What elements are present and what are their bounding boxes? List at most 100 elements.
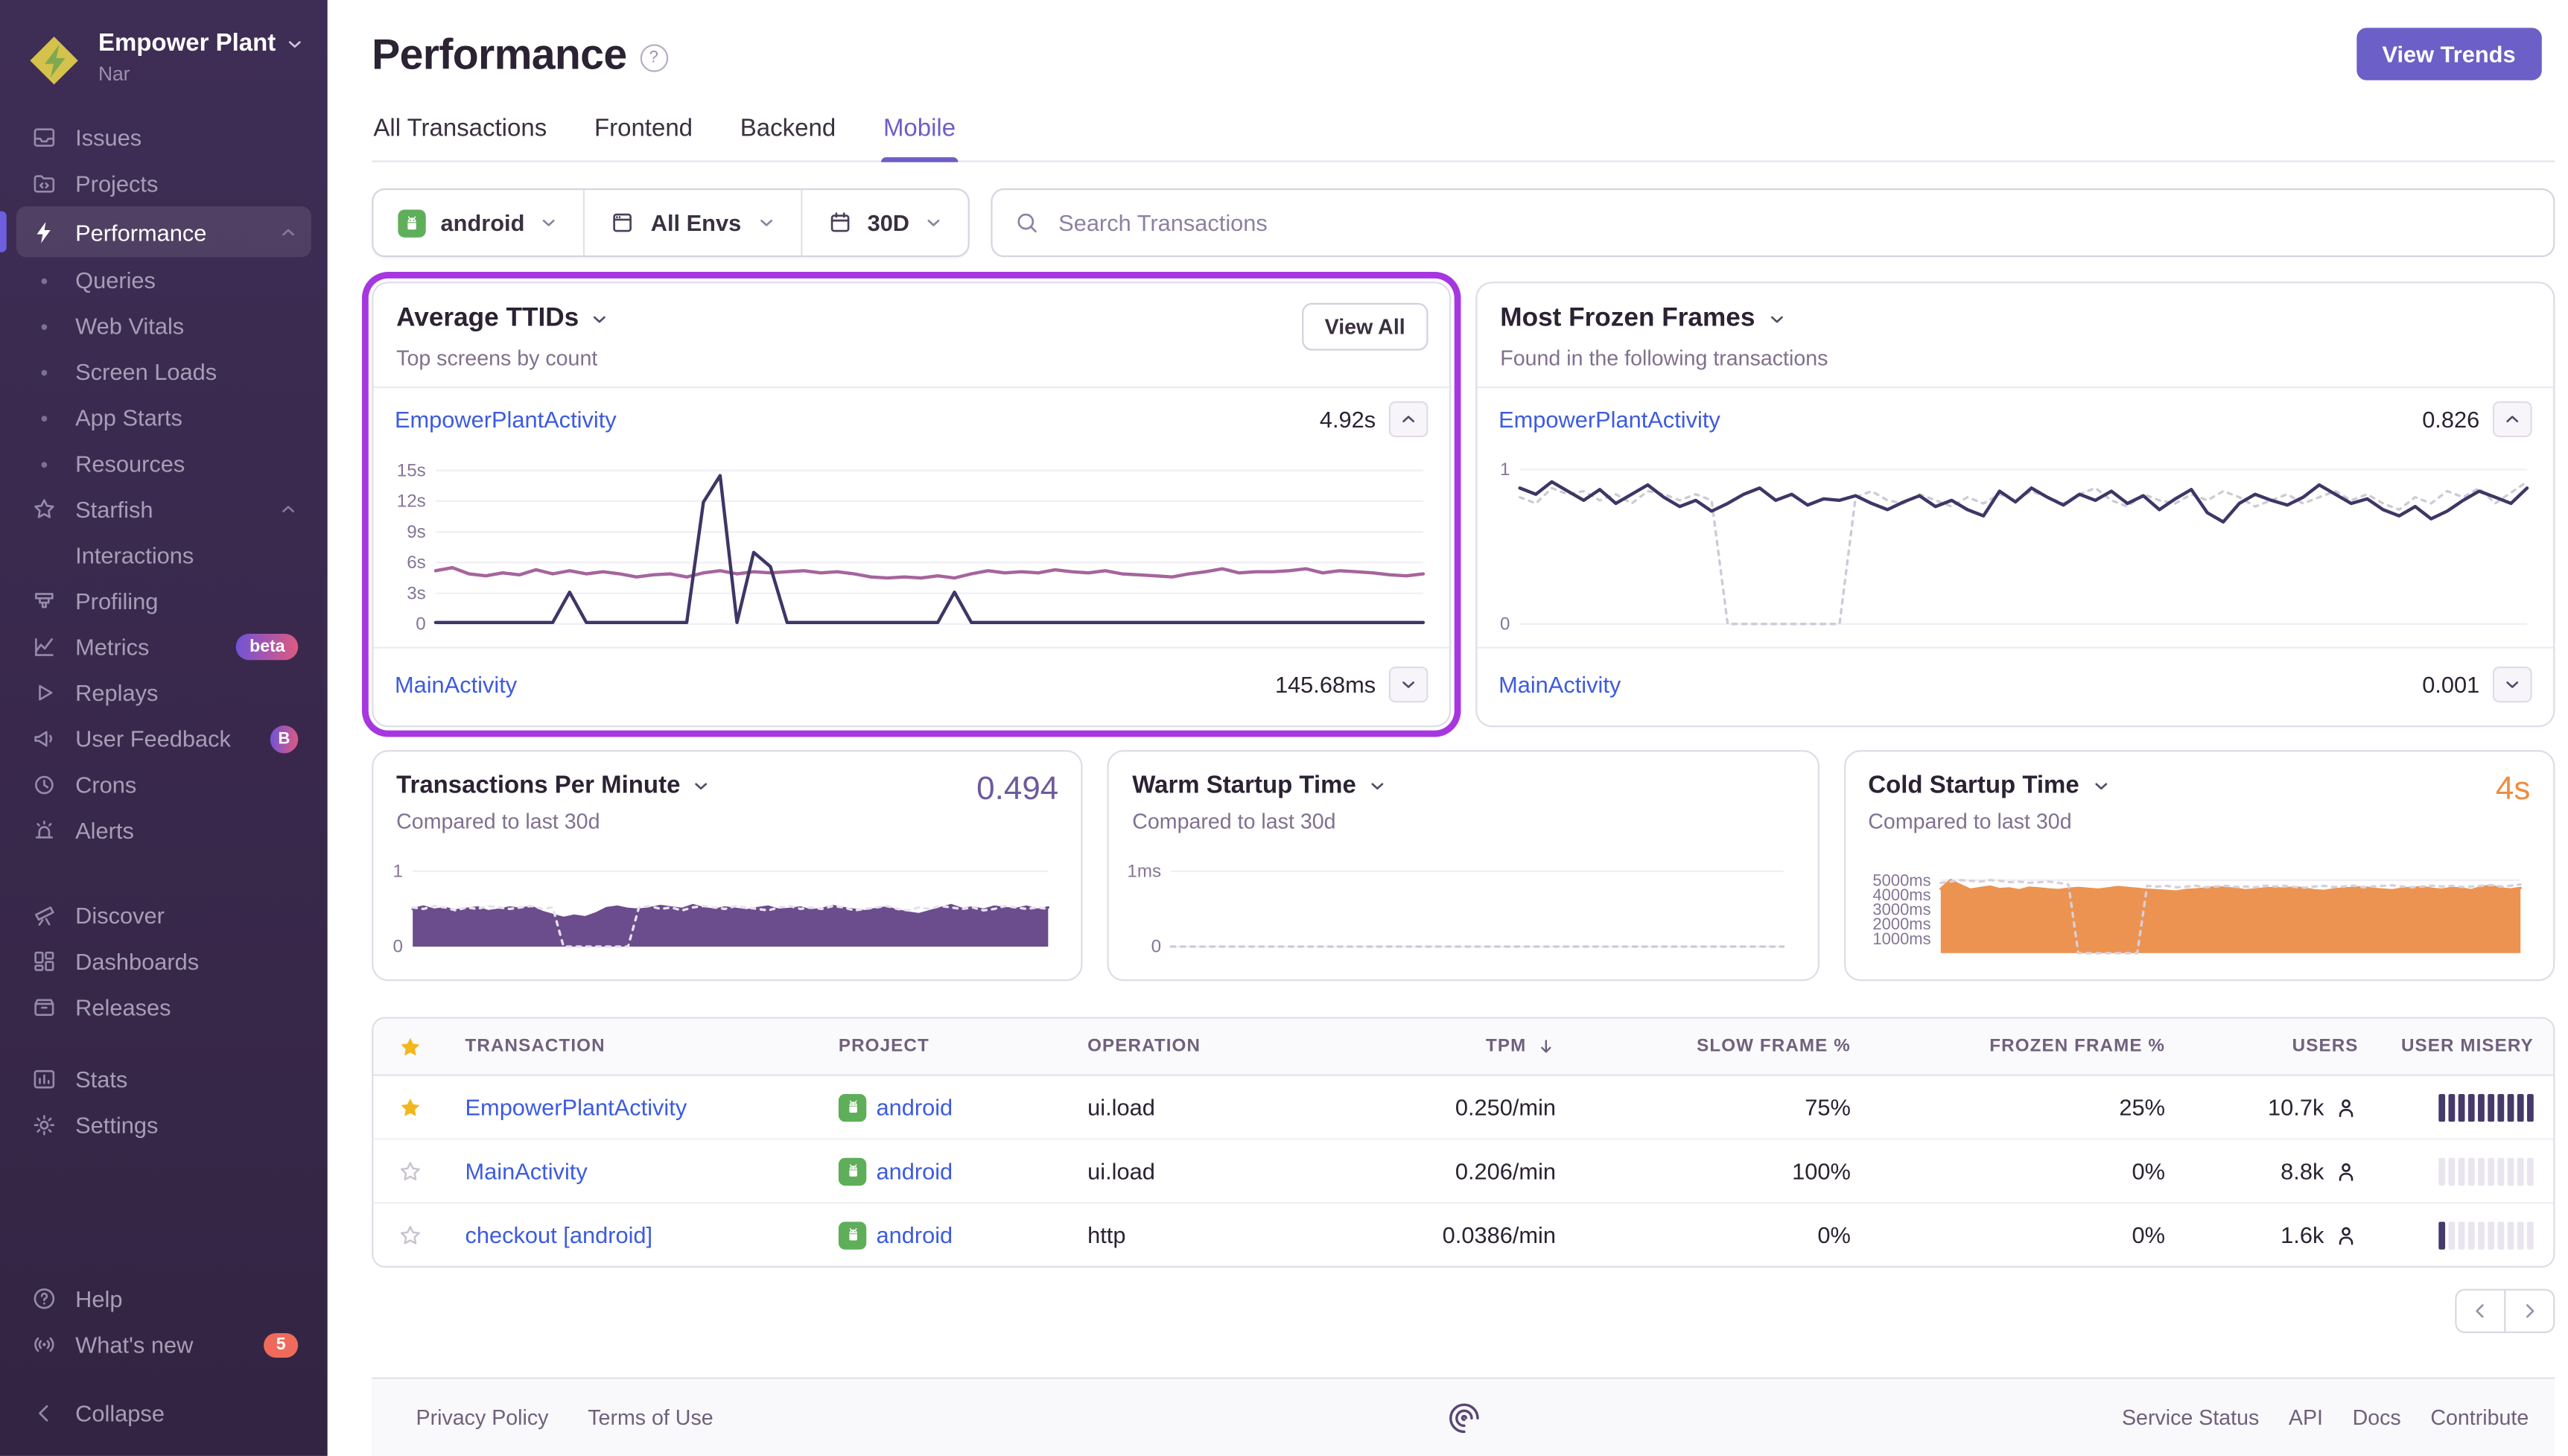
column-header-operation: OPERATION [1087, 1036, 1201, 1057]
sidebar-item-web-vitals[interactable]: • Web Vitals [16, 303, 311, 349]
transaction-link[interactable]: checkout [android] [465, 1221, 653, 1248]
tab-mobile[interactable]: Mobile [881, 115, 958, 162]
view-all-button[interactable]: View All [1301, 302, 1428, 351]
svg-text:0: 0 [1500, 614, 1510, 635]
footer-link-service-status[interactable]: Service Status [2121, 1405, 2260, 1430]
chevron-down-icon[interactable] [692, 775, 711, 795]
transaction-link[interactable]: EmpowerPlantActivity [394, 406, 617, 433]
help-icon [30, 1284, 60, 1314]
sidebar-item-collapse[interactable]: Collapse [16, 1390, 311, 1437]
sidebar-item-alerts[interactable]: Alerts [16, 807, 311, 853]
sidebar-item-app-starts[interactable]: • App Starts [16, 395, 311, 441]
lightning-icon [30, 217, 60, 247]
sidebar-item-what-s-new[interactable]: What's new 5 [16, 1322, 311, 1368]
next-page-button[interactable] [2504, 1288, 2555, 1333]
page-footer: Privacy Policy Terms of Use Service Statu… [372, 1377, 2555, 1456]
footer-link-docs[interactable]: Docs [2352, 1405, 2401, 1430]
svg-text:4000ms: 4000ms [1872, 886, 1930, 904]
chevron-up-icon[interactable] [2492, 401, 2532, 438]
chevron-down-icon[interactable] [1367, 775, 1387, 795]
sidebar-item-metrics[interactable]: Metrics beta [16, 624, 311, 670]
android-project-icon [838, 1093, 867, 1122]
star-outline-icon[interactable] [397, 1223, 422, 1247]
sidebar-item-queries[interactable]: • Queries [16, 257, 311, 303]
users-value: 1.6k [2281, 1221, 2324, 1248]
star-outline-icon[interactable] [397, 1159, 422, 1183]
row-value: 0.826 [2422, 406, 2480, 433]
project-link[interactable]: android [876, 1093, 953, 1121]
sidebar-item-projects[interactable]: Projects [16, 161, 311, 207]
chevron-down-icon[interactable] [1767, 310, 1786, 329]
transaction-link[interactable]: MainActivity [1498, 670, 1621, 697]
tab-backend[interactable]: Backend [740, 114, 836, 143]
column-header-fav[interactable] [373, 1034, 445, 1059]
column-header-tpm[interactable]: TPM [1343, 1037, 1575, 1056]
chevron-down-icon[interactable] [591, 310, 610, 329]
footer-link-contribute[interactable]: Contribute [2430, 1405, 2529, 1430]
transaction-link[interactable]: MainActivity [465, 1157, 588, 1184]
window-icon [610, 209, 636, 235]
chevron-up-icon[interactable] [1388, 401, 1428, 438]
profiling-icon [30, 586, 60, 616]
chevron-up-icon [279, 222, 298, 241]
date-range-filter[interactable]: 30D [800, 190, 968, 256]
sidebar-item-label: Discover [75, 902, 165, 929]
environment-filter[interactable]: All Envs [583, 190, 801, 256]
org-switcher[interactable]: Empower Plant Nar [0, 19, 328, 115]
footer-link-api[interactable]: API [2288, 1405, 2324, 1430]
footer-link-privacy-policy[interactable]: Privacy Policy [416, 1405, 549, 1430]
sidebar-item-profiling[interactable]: Profiling [16, 578, 311, 624]
sidebar-item-interactions[interactable]: Interactions [16, 533, 311, 579]
widget-subtitle: Compared to last 30d [1132, 809, 1336, 834]
sidebar-item-label: Collapse [75, 1400, 165, 1427]
sidebar-item-replays[interactable]: Replays [16, 670, 311, 716]
chevron-right-icon [2519, 1300, 2540, 1322]
tab-frontend[interactable]: Frontend [594, 114, 693, 143]
sidebar-item-dashboards[interactable]: Dashboards [16, 938, 311, 985]
sidebar-item-issues[interactable]: Issues [16, 115, 311, 161]
sidebar-item-label: Screen Loads [75, 358, 217, 385]
transaction-link[interactable]: EmpowerPlantActivity [1498, 406, 1720, 433]
tab-all-transactions[interactable]: All Transactions [373, 114, 547, 143]
sidebar-item-help[interactable]: Help [16, 1276, 311, 1322]
dashboards-icon [30, 947, 60, 976]
svg-text:3000ms: 3000ms [1872, 900, 1930, 919]
page-filters: android All Envs 30D [372, 188, 970, 258]
help-icon[interactable]: ? [640, 43, 668, 71]
user-misery-bars [2438, 1157, 2534, 1185]
star-filled-icon[interactable] [397, 1095, 422, 1119]
project-link[interactable]: android [876, 1221, 953, 1248]
svg-text:3s: 3s [407, 583, 426, 603]
sidebar-item-releases[interactable]: Releases [16, 985, 311, 1031]
sidebar-item-screen-loads[interactable]: • Screen Loads [16, 349, 311, 395]
widget-subtitle: Compared to last 30d [1868, 809, 2072, 834]
previous-page-button[interactable] [2455, 1288, 2506, 1333]
sidebar-item-performance[interactable]: Performance [0, 206, 311, 258]
sidebar-item-user-feedback[interactable]: User Feedback B [16, 716, 311, 762]
sidebar-item-label: App Starts [75, 404, 182, 431]
sidebar-item-discover[interactable]: Discover [16, 892, 311, 938]
chevron-down-icon [539, 213, 559, 232]
footer-link-terms-of-use[interactable]: Terms of Use [588, 1405, 713, 1430]
user-icon [2334, 1095, 2359, 1119]
sidebar-item-crons[interactable]: Crons [16, 762, 311, 808]
sidebar-item-stats[interactable]: Stats [16, 1056, 311, 1102]
megaphone-icon [30, 724, 60, 754]
sidebar-item-starfish[interactable]: Starfish [16, 486, 311, 533]
project-link[interactable]: android [876, 1157, 953, 1184]
transaction-link[interactable]: EmpowerPlantActivity [465, 1093, 687, 1121]
search-icon [1014, 209, 1040, 235]
sort-desc-icon [1536, 1037, 1556, 1056]
transaction-link[interactable]: MainActivity [394, 670, 518, 697]
chevron-down-icon[interactable] [1388, 665, 1428, 702]
android-project-icon [398, 209, 426, 237]
sidebar-item-settings[interactable]: Settings [16, 1102, 311, 1148]
sidebar-item-resources[interactable]: • Resources [16, 441, 311, 487]
chevron-down-icon[interactable] [2091, 775, 2110, 795]
search-input[interactable] [1055, 208, 2532, 238]
chevron-down-icon[interactable] [2492, 665, 2532, 702]
project-filter[interactable]: android [373, 190, 583, 255]
cold-startup-chart: 1000ms 2000ms 3000ms 4000ms 5000ms [1858, 862, 2534, 967]
environment-filter-value: All Envs [650, 209, 742, 236]
view-trends-button[interactable]: View Trends [2356, 28, 2542, 80]
